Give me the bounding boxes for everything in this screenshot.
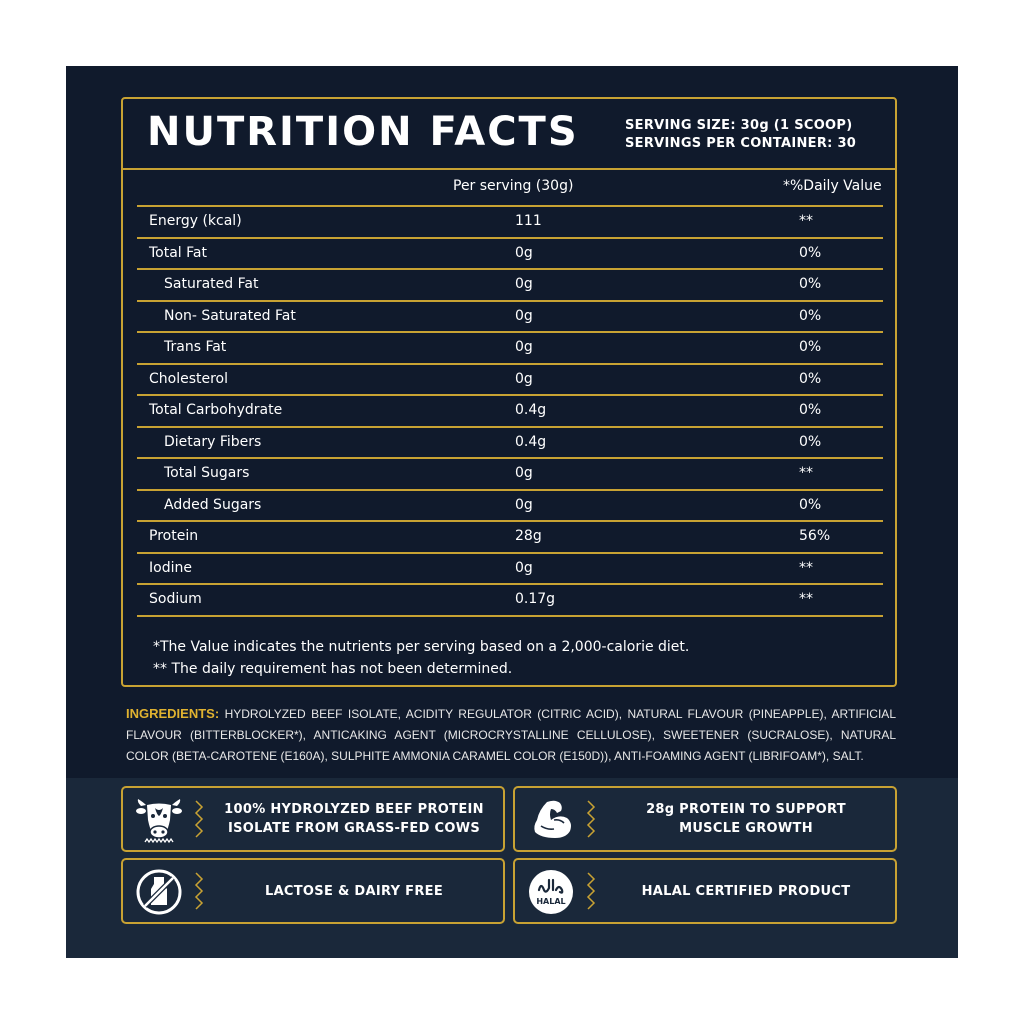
badge-line: HALAL CERTIFIED PRODUCT (641, 883, 851, 899)
nutrient-amount: 0g (515, 496, 533, 513)
nutrient-name: Cholesterol (149, 370, 229, 387)
nutrient-name: Total Fat (149, 244, 207, 261)
nutrient-daily-value: 0% (799, 370, 822, 387)
nutrient-daily-value: 0% (799, 433, 822, 450)
nutrient-amount: 0g (515, 276, 533, 292)
squiggle-divider-icon (586, 872, 596, 910)
no-milk-icon (136, 869, 182, 915)
nutrient-daily-value: ** (799, 559, 813, 576)
nutrient-row: Dietary Fibers 0.4g 0% (137, 428, 883, 459)
badge-line: ISOLATE FROM GRASS-FED COWS (227, 821, 480, 836)
nutrient-name: Energy (kcal) (149, 213, 242, 229)
nutrient-daily-value: ** (799, 591, 813, 607)
footnote-daily-value: *The Value indicates the nutrients per s… (153, 639, 690, 655)
nutrient-amount: 0.4g (515, 433, 547, 450)
badge-halal-certified: HALAL HALAL CERTIFIED PRODUCT (513, 858, 897, 924)
ingredients-label: INGREDIENTS: (126, 706, 220, 721)
nutrient-row: Energy (kcal) 111 ** (137, 207, 883, 239)
nutrient-table: Energy (kcal) 111 ** Total Fat 0g 0% Saturated… (137, 205, 883, 617)
nutrient-row: Total Fat 0g 0% (137, 239, 883, 270)
nutrient-name: Protein (149, 528, 199, 544)
badge-protein-muscle-text: 28g PROTEIN TO SUPPORT MUSCLE GROWTH (607, 788, 885, 850)
nutrient-name: Trans Fat (164, 339, 227, 355)
nutrition-panel: NUTRITION FACTS SERVING SIZE: 30g (1 SCO… (66, 66, 958, 958)
servings-per-container: SERVINGS PER CONTAINER: 30 (625, 136, 857, 151)
badge-grass-fed-beef: 100% HYDROLYZED BEEF PROTEIN ISOLATE FROM… (121, 786, 505, 852)
nutrient-amount: 0.17g (515, 591, 556, 607)
nutrition-facts-box: NUTRITION FACTS SERVING SIZE: 30g (1 SCO… (121, 97, 897, 687)
title-divider (123, 168, 895, 170)
nutrient-amount: 0g (515, 559, 533, 576)
nutrient-row: Sodium 0.17g ** (137, 585, 883, 617)
nutrient-daily-value: 0% (799, 339, 822, 355)
nutrient-name: Iodine (149, 559, 192, 576)
nutrient-daily-value: 0% (799, 402, 822, 418)
badge-grass-fed-beef-text: 100% HYDROLYZED BEEF PROTEIN ISOLATE FROM… (215, 788, 493, 850)
halal-icon: HALAL (529, 870, 573, 914)
nutrient-daily-value: ** (799, 213, 813, 229)
badge-protein-muscle: 28g PROTEIN TO SUPPORT MUSCLE GROWTH (513, 786, 897, 852)
halal-icon-text: HALAL (536, 897, 565, 906)
badge-lactose-dairy-free-text: LACTOSE & DAIRY FREE (215, 860, 493, 922)
badge-halal-certified-text: HALAL CERTIFIED PRODUCT (607, 860, 885, 922)
nutrient-daily-value: 0% (799, 276, 822, 292)
nutrient-name: Added Sugars (164, 496, 262, 513)
nutrient-row: Non- Saturated Fat 0g 0% (137, 302, 883, 333)
nutrient-row: Added Sugars 0g 0% (137, 491, 883, 522)
squiggle-divider-icon (586, 800, 596, 838)
nutrient-name: Total Sugars (164, 465, 250, 481)
cow-icon (136, 799, 182, 844)
daily-value-header: *%Daily Value (783, 178, 882, 194)
nutrition-facts-title: NUTRITION FACTS (147, 109, 579, 155)
nutrient-daily-value: 0% (799, 307, 822, 324)
nutrient-name: Dietary Fibers (164, 433, 262, 450)
nutrient-row: Total Carbohydrate 0.4g 0% (137, 396, 883, 428)
nutrient-daily-value: 0% (799, 496, 822, 513)
footnotes: *The Value indicates the nutrients per s… (153, 636, 689, 680)
nutrient-amount: 0g (515, 307, 533, 324)
serving-info: SERVING SIZE: 30g (1 SCOOP) SERVINGS PER… (625, 117, 856, 153)
nutrient-amount: 0.4g (515, 402, 547, 418)
nutrient-name: Saturated Fat (164, 276, 259, 292)
ingredients-text: HYDROLYZED BEEF ISOLATE, ACIDITY REGULAT… (126, 707, 896, 763)
nutrient-daily-value: 56% (799, 528, 831, 544)
nutrient-amount: 0g (515, 244, 533, 261)
nutrient-amount: 28g (515, 528, 542, 544)
nutrient-name: Total Carbohydrate (149, 402, 283, 418)
badge-line: 28g PROTEIN TO SUPPORT (646, 802, 846, 817)
flexed-arm-icon (534, 800, 571, 838)
nutrient-amount: 0g (515, 465, 533, 481)
nutrient-daily-value: 0% (799, 244, 822, 261)
nutrient-daily-value: ** (799, 465, 813, 481)
squiggle-divider-icon (194, 800, 204, 838)
nutrient-row: Saturated Fat 0g 0% (137, 270, 883, 302)
badge-lactose-dairy-free: LACTOSE & DAIRY FREE (121, 858, 505, 924)
nutrient-amount: 111 (515, 213, 542, 229)
nutrient-name: Non- Saturated Fat (164, 307, 296, 324)
ingredients: INGREDIENTS: HYDROLYZED BEEF ISOLATE, AC… (126, 703, 896, 767)
badge-line: MUSCLE GROWTH (679, 821, 813, 836)
badge-line: LACTOSE & DAIRY FREE (264, 883, 443, 899)
nutrient-row: Total Sugars 0g ** (137, 459, 883, 491)
nutrient-row: Cholesterol 0g 0% (137, 365, 883, 396)
nutrient-amount: 0g (515, 339, 533, 355)
per-serving-header: Per serving (30g) (453, 178, 574, 194)
nutrient-row: Trans Fat 0g 0% (137, 333, 883, 365)
nutrient-name: Sodium (149, 591, 202, 607)
footnote-not-determined: ** The daily requirement has not been de… (153, 661, 513, 677)
badge-line: 100% HYDROLYZED BEEF PROTEIN (224, 802, 484, 817)
nutrient-row: Protein 28g 56% (137, 522, 883, 554)
serving-size: SERVING SIZE: 30g (1 SCOOP) (625, 118, 853, 133)
squiggle-divider-icon (194, 872, 204, 910)
nutrient-row: Iodine 0g ** (137, 554, 883, 585)
nutrient-amount: 0g (515, 370, 533, 387)
